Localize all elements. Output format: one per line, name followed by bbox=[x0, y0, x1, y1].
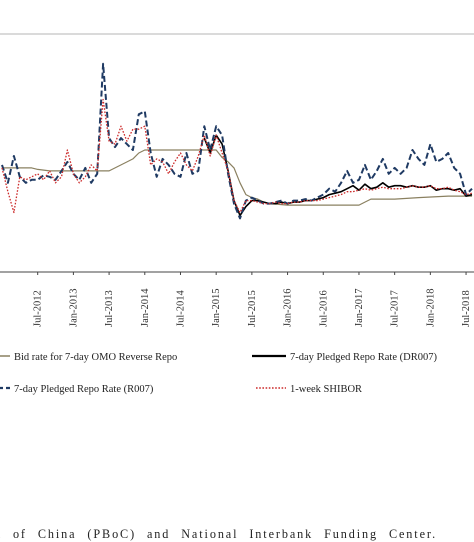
legend-item-3: 7-day Pledged Repo Rate (R007) bbox=[0, 384, 154, 395]
x-tick-label: Jan-2014 bbox=[140, 288, 151, 327]
legend-label: Bid rate for 7-day OMO Reverse Repo bbox=[14, 352, 177, 363]
x-tick-label: Jul-2017 bbox=[390, 290, 401, 327]
series-line-4 bbox=[1, 98, 473, 214]
x-tick-label: Jul-2016 bbox=[318, 290, 329, 327]
line-chart: Jul-2012 Jan-2013 Jul-2013 Jan-2014 Jul-2014… bbox=[0, 33, 474, 395]
x-tick-label: Jul-2018 bbox=[461, 290, 472, 327]
series-line-2 bbox=[203, 134, 473, 217]
legend-label: 7-day Pledged Repo Rate (DR007) bbox=[290, 352, 437, 363]
x-tick-label: Jan-2016 bbox=[283, 289, 294, 328]
x-tick-label: Jan-2015 bbox=[211, 289, 222, 328]
legend-label: 7-day Pledged Repo Rate (R007) bbox=[14, 384, 154, 395]
x-tick-label: Jul-2012 bbox=[33, 290, 44, 327]
legend-item-4: 1-week SHIBOR bbox=[256, 384, 362, 395]
source-note: k of China (PBoC) and National Interbank… bbox=[0, 527, 438, 541]
x-tick-label: Jan-2017 bbox=[354, 289, 365, 328]
x-tick-label: Jul-2013 bbox=[104, 290, 115, 327]
x-tick-label: Jan-2013 bbox=[68, 289, 79, 328]
legend-label: 1-week SHIBOR bbox=[290, 384, 362, 395]
series-line-3 bbox=[1, 62, 473, 220]
legend-item-2: 7-day Pledged Repo Rate (DR007) bbox=[252, 352, 437, 363]
x-tick-label: Jul-2014 bbox=[176, 290, 187, 328]
series-line-1 bbox=[2, 149, 472, 206]
x-tick-label: Jan-2018 bbox=[425, 289, 436, 328]
legend-item-1: Bid rate for 7-day OMO Reverse Repo bbox=[0, 352, 177, 363]
x-tick-label: Jul-2015 bbox=[247, 290, 258, 327]
